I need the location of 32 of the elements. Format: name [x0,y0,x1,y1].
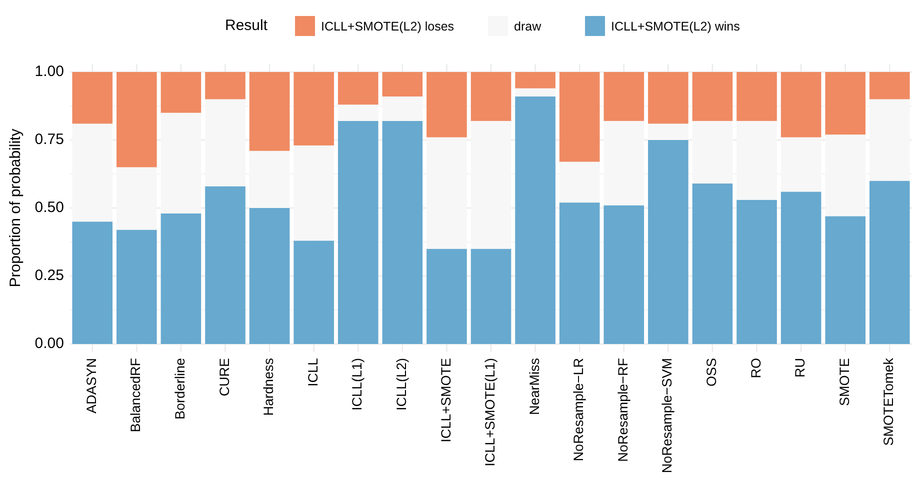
x-tick-label: NearMiss [526,358,542,416]
y-tick-label: 0.75 [34,130,64,148]
x-tick-label: NoResample−RF [615,358,630,462]
x-tick-label: ICLL+SMOTE [438,358,454,442]
x-tick-label: ADASYN [84,358,99,414]
y-tick-label: 0.00 [34,334,64,352]
y-tick-label: 0.25 [34,266,64,284]
x-tick-label: ICLL+SMOTE(L1) [482,358,498,466]
y-tick-label: 1.00 [34,62,64,80]
x-tick-label: SMOTETomek [881,358,896,446]
x-tick-label: Borderline [172,358,188,420]
y-tick-label: 0.50 [34,198,64,216]
legend-title: Result [225,16,268,34]
x-tick-label: SMOTE [836,358,852,406]
x-tick-label: OSS [704,358,720,387]
legend-label: draw [514,19,542,34]
x-tick-label: RO [748,358,764,378]
bar [869,180,910,344]
x-tick-label: NoResample−LR [571,358,586,462]
x-tick-label: Hardness [261,358,276,416]
x-tick-label: ICLL [305,358,320,387]
x-tick-label: RU [792,358,808,378]
x-tick-label: CURE [216,358,232,396]
bar [205,72,246,100]
bar [869,72,910,100]
legend-label: ICLL+SMOTE(L2) wins [611,19,740,34]
x-tick-label: ICLL(L2) [394,358,409,411]
legend-label: ICLL+SMOTE(L2) loses [321,19,454,34]
x-tick-label: BalancedRF [128,358,144,432]
x-tick-label: ICLL(L1) [350,358,365,411]
y-axis-title: Proportion of probability [7,128,24,288]
x-tick-label: NoResample−SVM [660,358,675,474]
